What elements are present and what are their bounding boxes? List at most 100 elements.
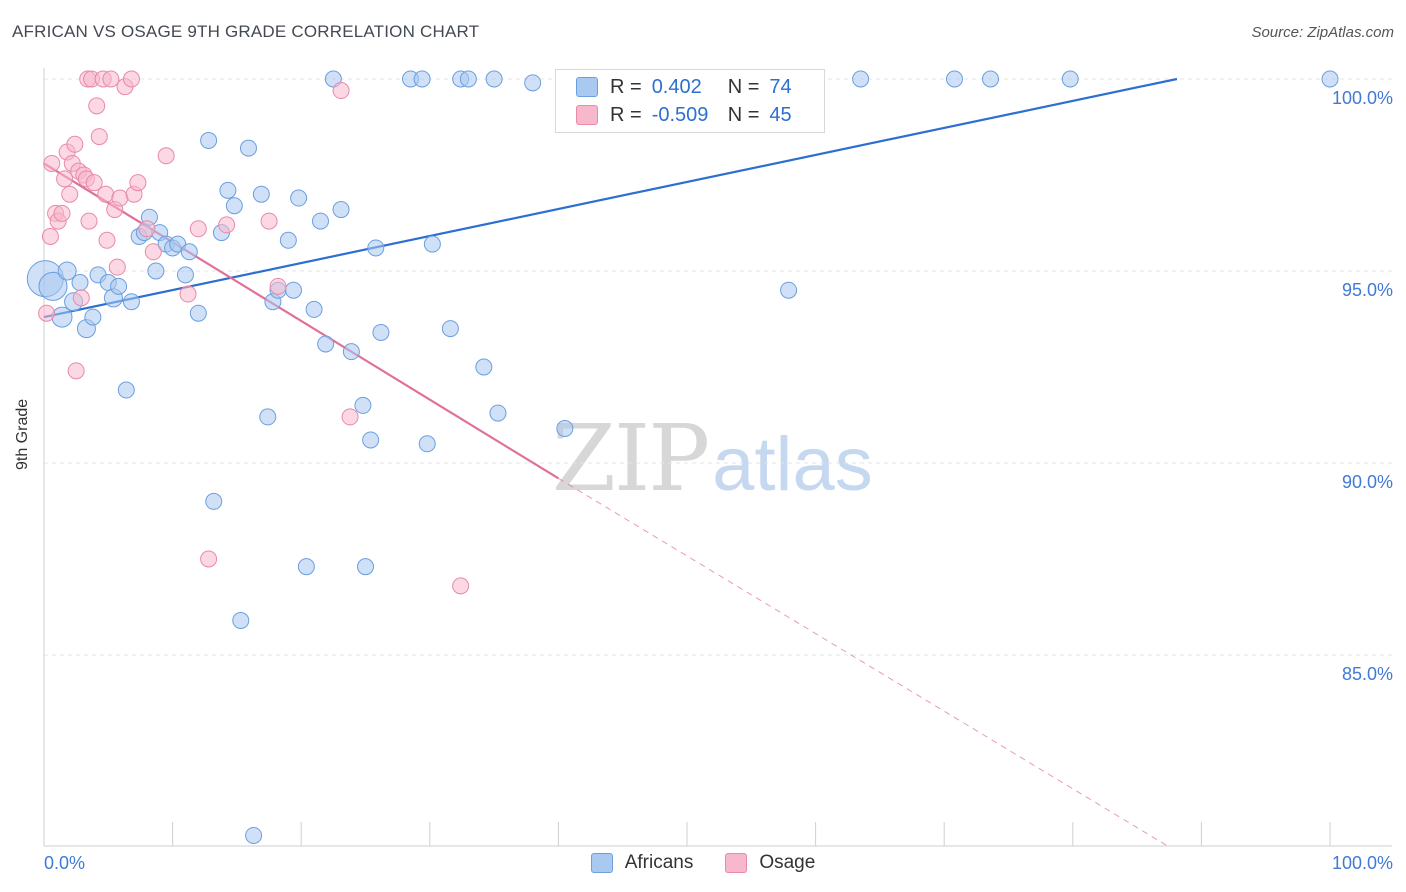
y-tick-label: 95.0% <box>1342 280 1393 300</box>
data-point-osage <box>144 243 162 261</box>
data-point-osage <box>61 185 79 203</box>
data-point-africans <box>38 271 68 301</box>
data-point-africans <box>305 300 323 318</box>
data-point-africans <box>259 408 277 426</box>
data-point-africans <box>232 611 250 629</box>
data-point-africans <box>423 235 441 253</box>
data-point-osage <box>85 174 103 192</box>
data-point-africans <box>357 558 374 576</box>
data-point-osage <box>66 135 84 153</box>
data-point-africans <box>189 304 207 322</box>
data-point-africans <box>485 70 503 88</box>
legend-swatch-osage <box>576 105 598 125</box>
data-point-osage <box>72 289 90 307</box>
data-point-africans <box>311 212 329 230</box>
data-point-africans <box>372 323 390 341</box>
data-point-africans <box>342 343 360 361</box>
data-point-osage <box>43 154 61 172</box>
data-point-osage <box>122 70 140 88</box>
data-point-africans <box>122 293 140 311</box>
trend-line-africans <box>43 77 1178 319</box>
data-point-africans <box>71 274 89 292</box>
data-point-osage <box>341 408 359 426</box>
data-point-osage <box>53 204 71 222</box>
data-point-osage <box>38 304 56 322</box>
legend-r-value: -0.509 <box>651 103 709 126</box>
legend-r-value: 0.402 <box>651 75 702 98</box>
data-point-africans <box>489 404 507 422</box>
data-point-osage <box>332 82 350 100</box>
data-point-osage <box>200 550 218 568</box>
watermark: ZIPatlas <box>552 405 873 512</box>
data-point-africans <box>852 70 870 88</box>
series-legend: Africans Osage <box>0 852 1406 874</box>
data-point-osage <box>260 212 278 230</box>
source-label: Source: ZipAtlas.com <box>1251 24 1394 41</box>
data-point-osage <box>452 577 470 595</box>
data-point-africans <box>981 70 999 88</box>
axes <box>43 68 1392 847</box>
data-point-osage <box>269 277 287 295</box>
data-point-osage <box>56 170 74 188</box>
data-point-africans <box>290 189 308 207</box>
data-point-africans <box>51 306 73 328</box>
chart-title: AFRICAN VS OSAGE 9TH GRADE CORRELATION C… <box>12 22 480 41</box>
data-point-africans <box>441 320 459 338</box>
legend-label-africans: Africans <box>624 852 694 873</box>
data-point-africans <box>57 261 77 281</box>
x-tick-label: 0.0% <box>44 853 85 873</box>
data-point-africans <box>225 197 243 215</box>
data-point-africans <box>110 277 128 295</box>
data-point-africans <box>362 431 380 449</box>
data-point-africans <box>780 281 798 299</box>
data-point-africans <box>117 381 135 399</box>
data-point-osage <box>67 362 85 380</box>
trend-line-osage <box>43 162 559 480</box>
y-tick-label: 90.0% <box>1342 472 1393 492</box>
data-point-osage <box>97 185 115 203</box>
data-point-africans <box>252 185 270 203</box>
data-point-africans <box>354 396 372 414</box>
y-tick-label: 100.0% <box>1332 88 1393 108</box>
legend-item-africans[interactable]: Africans <box>590 852 694 874</box>
legend-swatch-osage <box>725 853 748 873</box>
data-point-osage <box>179 285 197 303</box>
data-point-africans <box>413 70 431 88</box>
data-point-africans <box>556 419 574 437</box>
data-point-africans <box>945 70 963 88</box>
data-point-africans <box>245 826 263 844</box>
data-point-africans <box>147 262 165 280</box>
legend-item-osage[interactable]: Osage <box>725 852 815 874</box>
data-point-africans <box>239 139 257 157</box>
data-point-africans <box>332 201 350 219</box>
data-point-africans <box>205 492 223 510</box>
data-point-africans <box>279 231 297 249</box>
data-point-osage <box>90 128 108 146</box>
legend-n-value: 45 <box>769 103 792 126</box>
watermark-zip: ZIP <box>552 405 710 512</box>
data-point-osage <box>138 220 156 238</box>
trend-lines <box>43 77 1178 848</box>
data-point-africans <box>219 181 237 199</box>
data-point-africans <box>524 74 542 92</box>
trend-line-extension-osage <box>558 477 1170 848</box>
data-point-osage <box>98 231 116 249</box>
series-africans-points <box>26 70 1339 844</box>
data-point-africans <box>317 335 335 353</box>
data-point-africans <box>200 131 218 149</box>
correlation-legend: R = 0.402 N = 74 R = -0.509 N = 45 <box>555 69 825 133</box>
data-point-osage <box>189 220 207 238</box>
legend-n-value: 74 <box>769 75 792 98</box>
data-point-africans <box>84 308 102 326</box>
data-point-africans <box>284 281 302 299</box>
data-point-africans <box>176 266 194 284</box>
data-point-africans <box>1061 70 1079 88</box>
data-point-osage <box>88 97 106 115</box>
tick-labels: 100.0% 95.0% 90.0% 85.0% 0.0% 100.0% <box>44 88 1393 873</box>
legend-r-label: R = <box>610 75 642 98</box>
watermark-atlas: atlas <box>712 422 873 507</box>
data-point-africans <box>459 70 477 88</box>
data-point-osage <box>129 174 147 192</box>
data-point-osage <box>108 258 126 276</box>
data-point-osage <box>102 70 120 88</box>
